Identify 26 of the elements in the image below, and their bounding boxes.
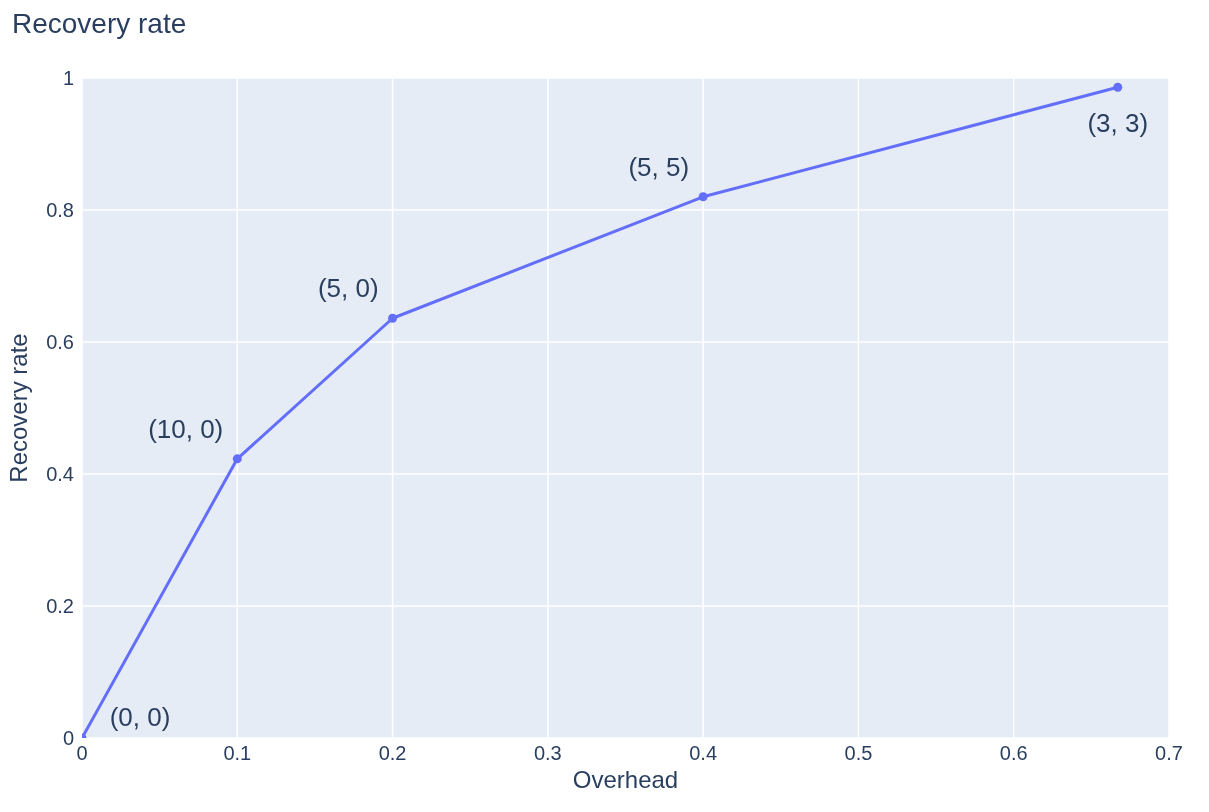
x-axis-title: Overhead — [572, 766, 679, 793]
x-tick-label: 0.3 — [533, 742, 562, 765]
y-tick-label: 0.2 — [46, 595, 74, 618]
annotation: (3, 3) — [1087, 107, 1149, 138]
annotation: (5, 0) — [317, 273, 379, 304]
x-tick-label: 0.6 — [999, 742, 1028, 765]
point — [232, 454, 242, 464]
annotation: (0, 0) — [109, 702, 171, 732]
point — [1113, 82, 1123, 92]
y-axis-title: Recovery rate — [4, 333, 32, 483]
annotation: (10, 0) — [148, 414, 224, 445]
y-tick-label: 0.4 — [46, 463, 74, 486]
x-tick-label: 0.2 — [378, 742, 407, 765]
x-tick-label: 0 — [76, 742, 88, 765]
x-tick-label: 0.7 — [1155, 742, 1183, 765]
chart-title: Recovery rate — [12, 8, 188, 41]
x-tick-label: 0.5 — [844, 742, 873, 765]
point — [698, 192, 708, 202]
y-tick-label: 0.6 — [46, 331, 74, 354]
y-tick-label: 0.8 — [46, 199, 74, 222]
point — [388, 313, 398, 323]
x-tick-label: 0.1 — [223, 742, 252, 765]
annotation: (5, 5) — [628, 152, 690, 183]
y-tick-label: 1 — [62, 67, 74, 90]
y-tick-label: 0 — [62, 727, 74, 750]
x-tick-label: 0.4 — [689, 742, 718, 765]
